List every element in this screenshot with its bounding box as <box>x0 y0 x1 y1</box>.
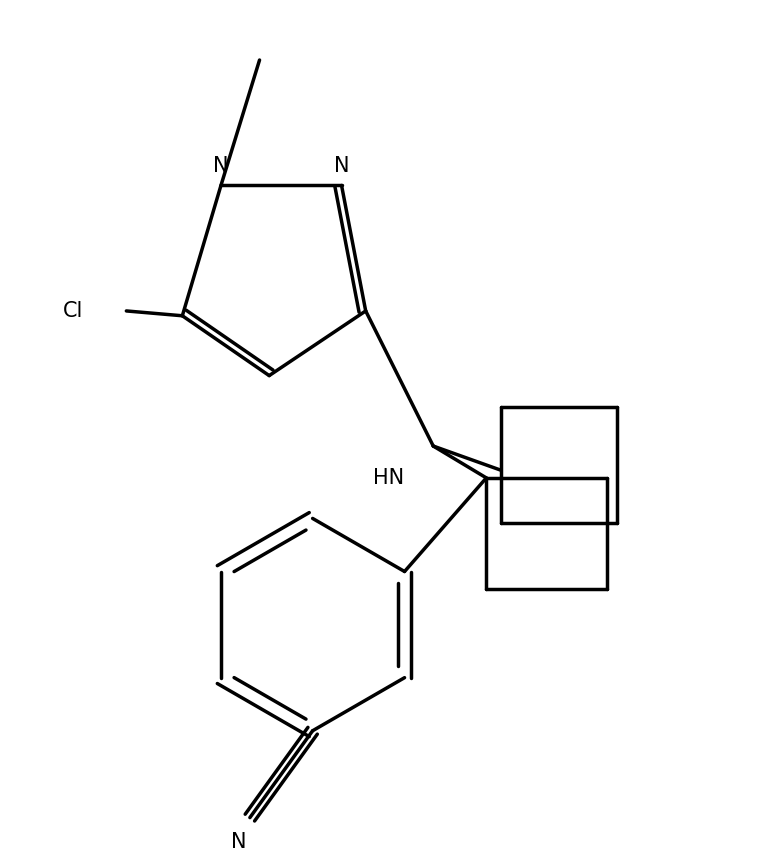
Text: HN: HN <box>373 468 404 488</box>
Text: Cl: Cl <box>62 301 83 321</box>
Text: N: N <box>334 156 350 175</box>
Text: N: N <box>213 156 229 175</box>
Text: N: N <box>230 832 246 852</box>
